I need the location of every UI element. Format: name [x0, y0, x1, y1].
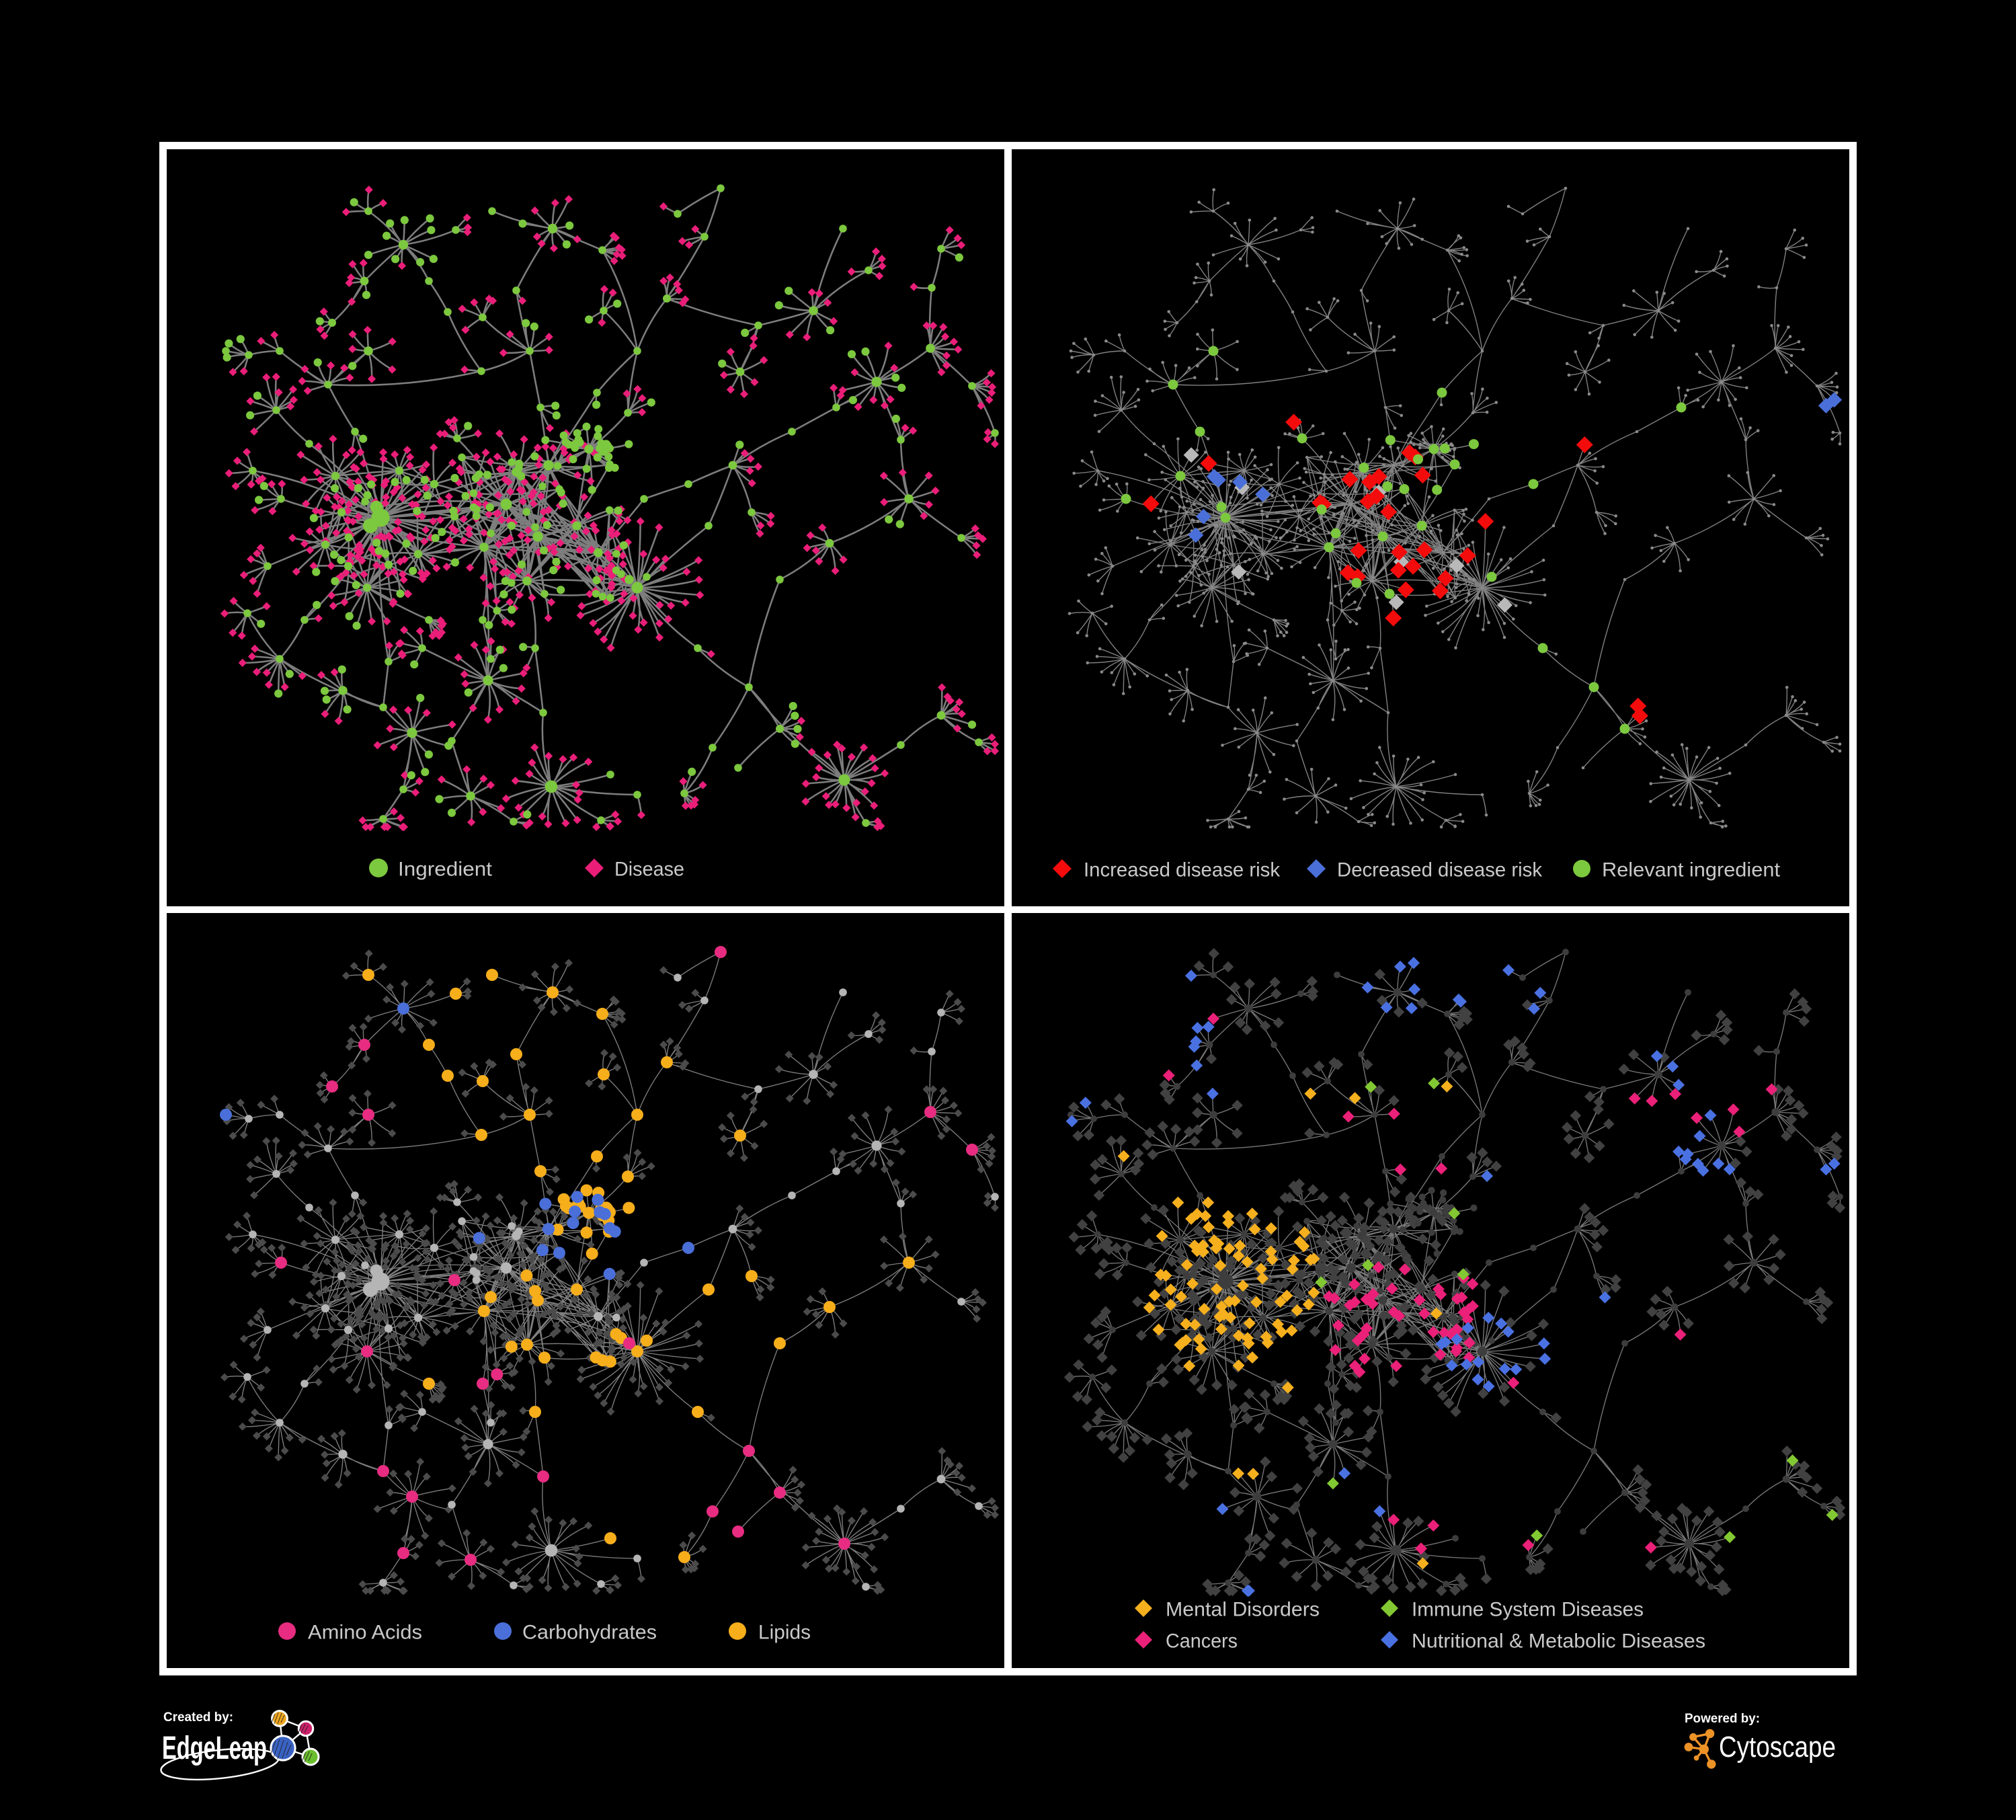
- svg-text:Cancers: Cancers: [1166, 1630, 1238, 1653]
- svg-text:Powered by:: Powered by:: [1685, 1712, 1760, 1726]
- svg-text:Decreased disease risk: Decreased disease risk: [1337, 859, 1543, 881]
- svg-text:Carbohydrates: Carbohydrates: [522, 1622, 657, 1644]
- svg-text:Immune System Diseases: Immune System Diseases: [1412, 1599, 1644, 1621]
- svg-text:Increased disease risk: Increased disease risk: [1084, 859, 1281, 881]
- svg-text:Disease: Disease: [614, 859, 684, 881]
- svg-text:Created by:: Created by:: [163, 1710, 233, 1725]
- svg-text:Mental Disorders: Mental Disorders: [1166, 1599, 1320, 1621]
- svg-text:Amino Acids: Amino Acids: [308, 1622, 422, 1644]
- svg-text:Nutritional & Metabolic Diseas: Nutritional & Metabolic Diseases: [1412, 1630, 1705, 1653]
- svg-text:Lipids: Lipids: [758, 1622, 811, 1644]
- svg-text:Relevant ingredient: Relevant ingredient: [1602, 859, 1781, 881]
- svg-text:Cytoscape: Cytoscape: [1719, 1731, 1836, 1764]
- svg-text:Ingredient: Ingredient: [398, 859, 493, 881]
